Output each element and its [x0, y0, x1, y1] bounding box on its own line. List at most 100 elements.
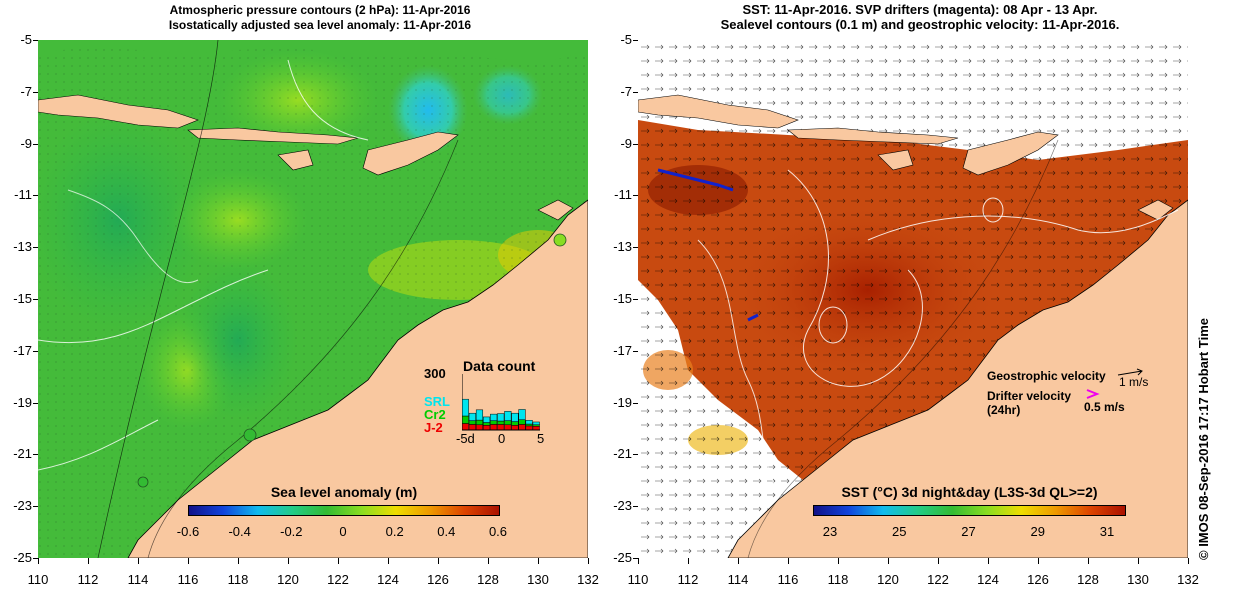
drifter-scale-label: 0.5 m/s: [1084, 400, 1125, 414]
right-y-tickmark: [633, 558, 638, 559]
data-count-bar-srl: [468, 412, 476, 421]
left-y-tickmark: [33, 299, 38, 300]
data-count-bar-srl: [475, 409, 484, 421]
left-y-tick-label: -15: [13, 291, 32, 306]
data-count-bar-srl: [497, 413, 505, 422]
left-x-tick-label: 112: [77, 572, 99, 587]
right-y-tick-label: -25: [613, 550, 632, 565]
geostrophic-scale-arrow: [1117, 368, 1143, 376]
right-x-tickmark: [1188, 558, 1189, 564]
lesser-sunda-islands: [187, 127, 359, 145]
data-count-bar-j-2: [468, 424, 476, 431]
bathymetry-contour: [97, 40, 219, 558]
data-count-bar-cr2: [518, 419, 526, 425]
data-count-bar-cr2: [468, 420, 476, 425]
right-x-tick-label: 130: [1127, 572, 1149, 587]
data-count-bar-srl: [462, 398, 469, 417]
geostrophic-velocity-label: Geostrophic velocity: [987, 369, 1106, 383]
right-x-tick-label: 120: [877, 572, 899, 587]
sst-colorbar-tick: 23: [822, 524, 838, 539]
right-y-tickmark: [633, 402, 638, 404]
left-x-tickmark: [138, 558, 139, 564]
right-y-tickmark: [633, 299, 638, 300]
sea-level-contour: [697, 239, 779, 491]
left-x-tickmark: [338, 558, 339, 564]
drifter-track: [747, 313, 759, 322]
right-x-tick-label: 122: [927, 572, 949, 587]
left-x-tickmark: [388, 558, 389, 564]
pressure-contour: [287, 59, 369, 141]
data-count-bar-cr2: [475, 419, 484, 426]
sla-colorbar-tick: -0.4: [228, 524, 251, 539]
data-count-bar-j-2: [504, 424, 512, 431]
right-x-tick-label: 118: [827, 572, 849, 587]
right-y-tick-label: -17: [613, 342, 632, 358]
pressure-contour: [38, 419, 159, 471]
left-x-tick-label: 114: [127, 572, 149, 587]
right-x-tick-label: 128: [1077, 572, 1099, 587]
data-count-bar-srl: [490, 413, 498, 421]
bathymetry-contour: [747, 139, 1059, 558]
sla-colorbar-tick: 0.2: [385, 524, 404, 539]
data-count-bar-cr2: [497, 420, 505, 425]
left-x-tickmark: [588, 558, 589, 564]
right-x-tick-label: 112: [677, 572, 699, 587]
sea-level-contour: [867, 209, 1179, 241]
right-y-tickmark: [633, 350, 638, 352]
right-x-tickmark: [838, 558, 839, 564]
right-y-tick-label: -15: [613, 291, 632, 306]
data-count-bar-cr2: [462, 415, 469, 424]
left-x-tickmark: [88, 558, 89, 564]
timor-island: [962, 131, 1059, 176]
melville-island: [1137, 199, 1174, 221]
right-x-tickmark: [938, 558, 939, 564]
data-count-bar-j-2: [511, 425, 519, 431]
right-x-tickmark: [888, 558, 889, 564]
dc-xtick-0: 0: [498, 431, 506, 446]
left-title-line2: Isostatically adjusted sea level anomaly…: [168, 18, 472, 32]
right-y-tick-label: -5: [620, 32, 632, 47]
drifter-scale-arrow: [1086, 389, 1100, 399]
altimeter-marker: [137, 476, 149, 488]
timor-island: [362, 131, 459, 176]
right-title-line2: Sealevel contours (0.1 m) and geostrophi…: [720, 17, 1120, 32]
sst-colorbar-tick: 27: [961, 524, 976, 539]
right-y-tick-label: -7: [620, 83, 632, 99]
sst-colorbar-tick: 29: [1030, 524, 1045, 539]
sla-colorbar-tick: -0.2: [280, 524, 303, 539]
left-y-tick-label: -21: [13, 446, 32, 462]
data-count-bar-j-2: [483, 425, 491, 431]
left-x-tickmark: [288, 558, 289, 564]
left-y-tickmark: [33, 247, 38, 249]
data-count-bar-j-2: [532, 426, 540, 431]
data-count-bar-srl: [504, 411, 512, 421]
altimeter-marker: [553, 233, 567, 247]
right-y-tick-label: -13: [613, 239, 632, 255]
sla-colorbar-title: Sea level anomaly (m): [270, 484, 418, 500]
right-y-tick-label: -21: [613, 446, 632, 462]
sumba-island: [877, 149, 914, 171]
data-count-bar-cr2: [490, 420, 498, 425]
data-count-bar-j-2: [490, 424, 498, 431]
left-y-tickmark: [33, 350, 38, 352]
right-x-tick-label: 132: [1177, 572, 1199, 587]
sla-colorbar-tick: 0.6: [488, 524, 508, 539]
sst-colorbar: [813, 505, 1126, 516]
left-x-tickmark: [538, 558, 539, 564]
left-x-tick-label: 118: [227, 572, 249, 587]
right-y-tick-label: -19: [613, 394, 632, 410]
data-count-bar-j-2: [497, 424, 505, 431]
data-count-chart: [462, 374, 540, 431]
sst-map-svg: [638, 40, 1188, 558]
right-x-tickmark: [638, 558, 639, 564]
left-x-tick-label: 130: [527, 572, 549, 587]
right-x-tickmark: [788, 558, 789, 564]
left-x-tick-label: 122: [327, 572, 349, 587]
data-count-bar-j-2: [475, 424, 484, 431]
right-x-tickmark: [1138, 558, 1139, 564]
right-y-tickmark: [633, 143, 638, 145]
right-x-tickmark: [688, 558, 689, 564]
right-y-tick-label: -11: [614, 187, 632, 203]
sst-colorbar-tick: 31: [1099, 524, 1115, 539]
data-count-ymax: 300: [424, 366, 446, 381]
